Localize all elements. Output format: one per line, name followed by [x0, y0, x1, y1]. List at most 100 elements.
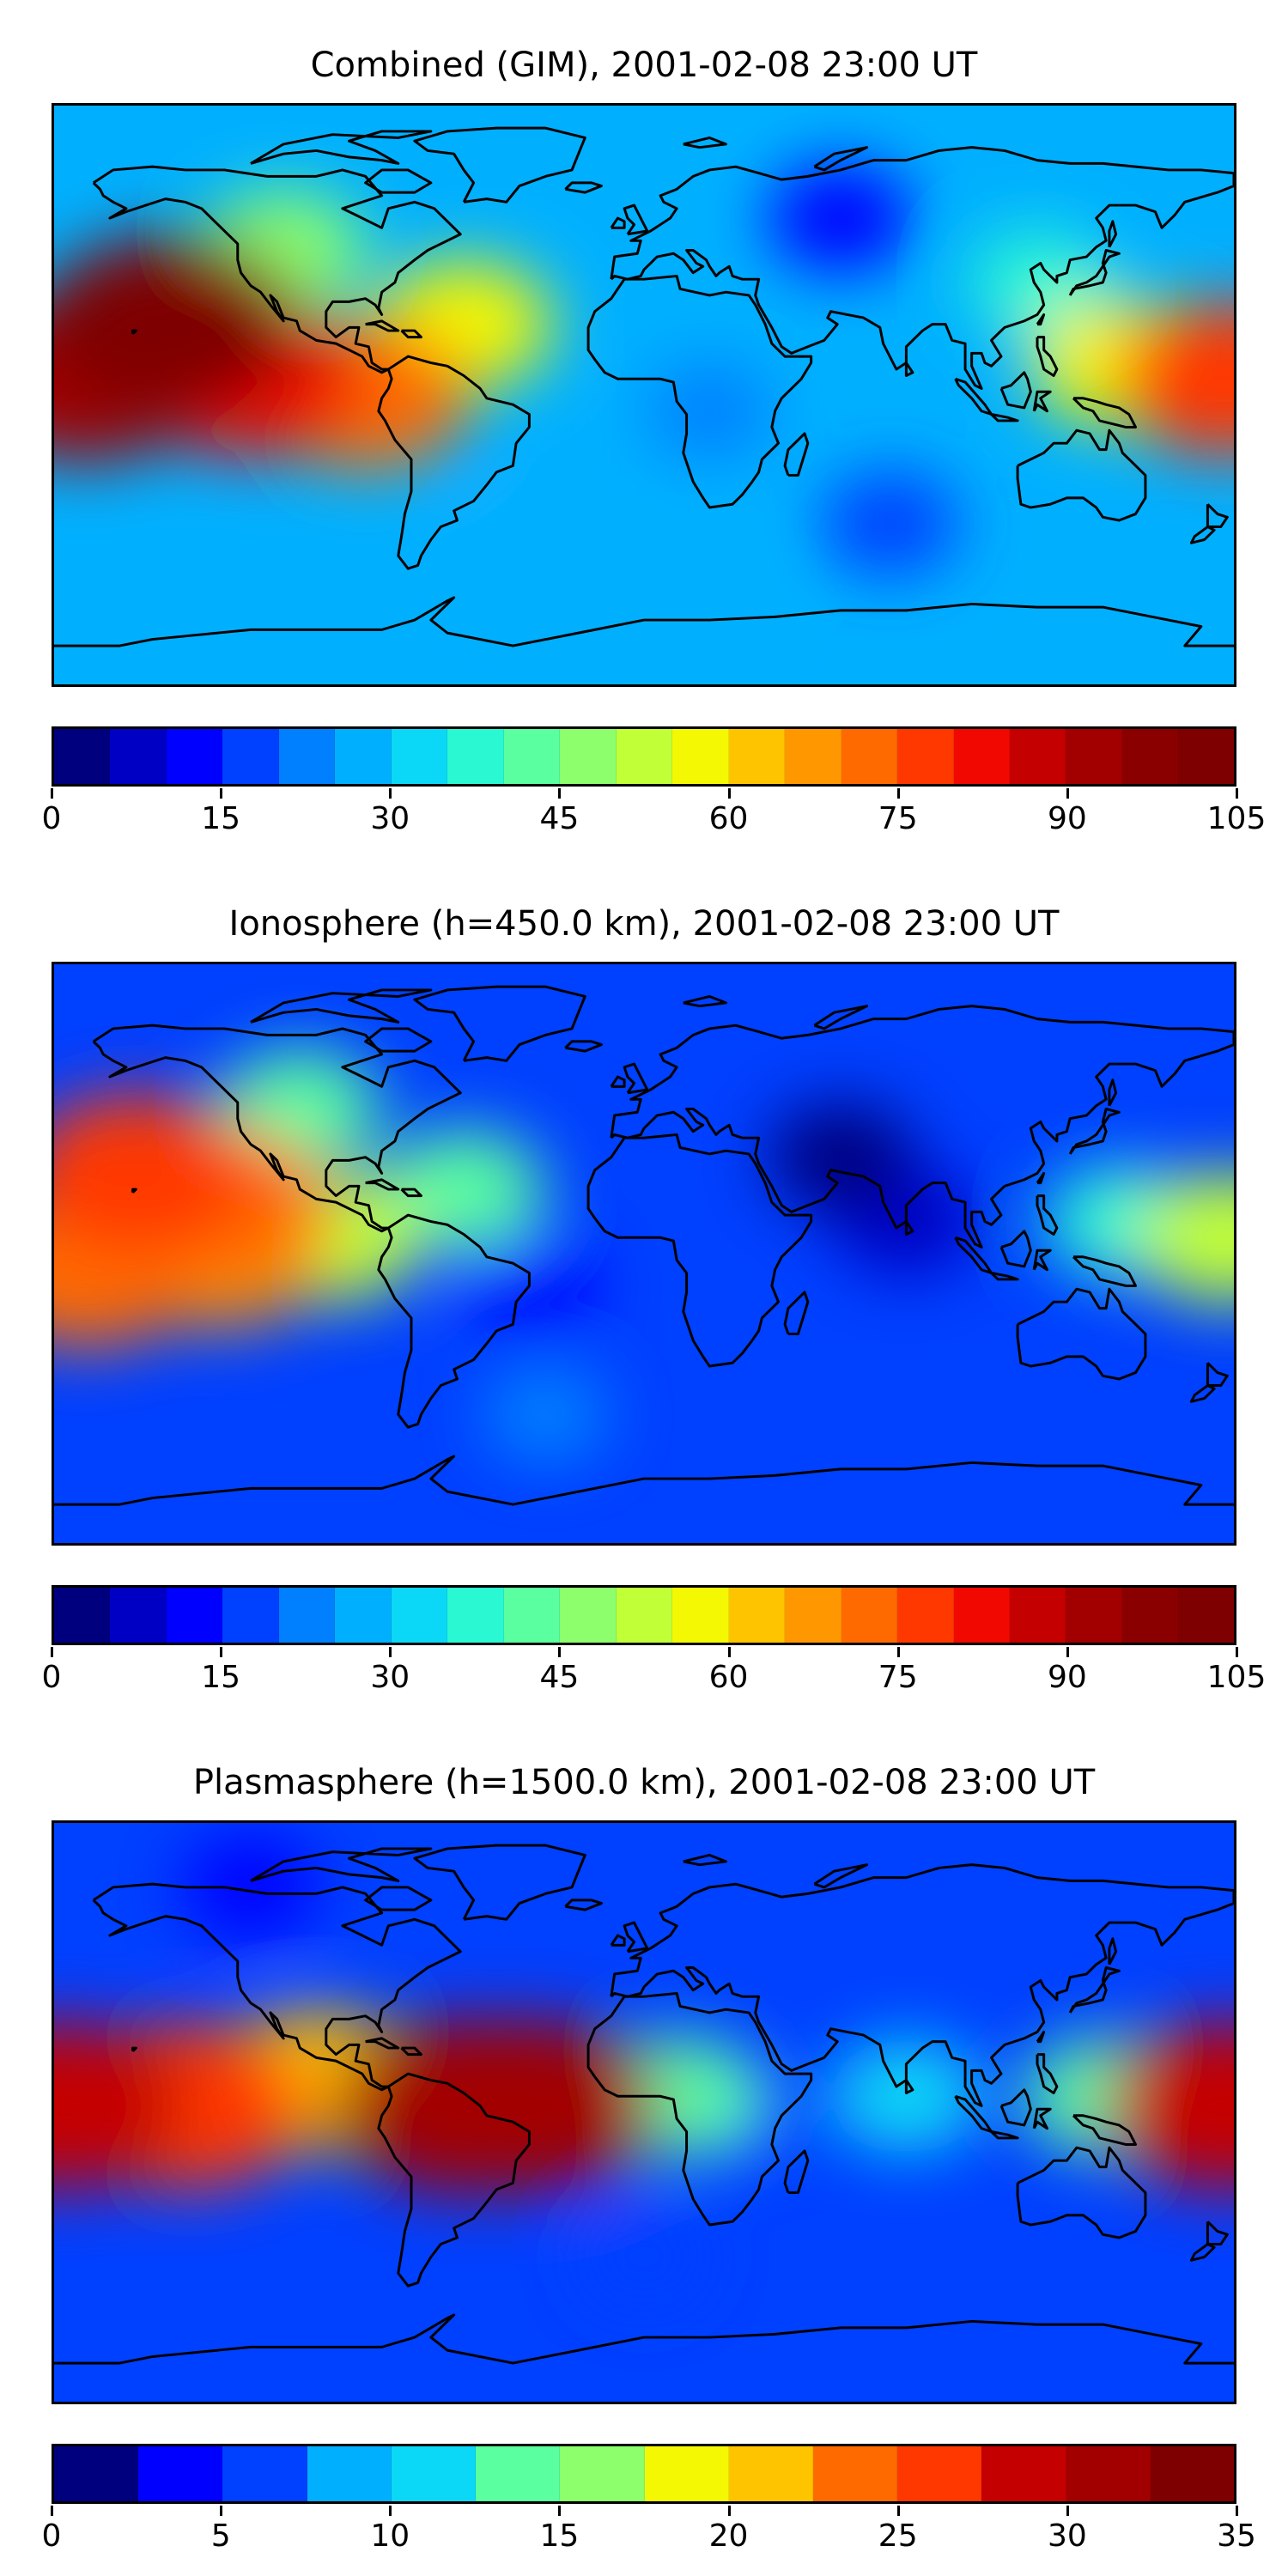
colorbar-tick-label: 90	[1016, 788, 1119, 836]
coastline	[413, 1844, 586, 1921]
coastline	[783, 1291, 810, 1336]
colorbar	[52, 2444, 1236, 2504]
map-frame	[52, 103, 1236, 687]
field-hotspot	[483, 507, 609, 605]
colorbar-level	[391, 1588, 448, 1643]
coastline	[400, 1188, 422, 1198]
colorbar-level	[503, 729, 561, 784]
coastline	[1016, 428, 1147, 522]
colorbar-level	[728, 1588, 786, 1643]
coastline	[131, 329, 137, 335]
coastlines	[54, 985, 1234, 1506]
coastline	[377, 1213, 531, 1429]
coastline	[1072, 1255, 1137, 1287]
colorbar-level	[1178, 729, 1234, 784]
colorbar-level	[54, 2446, 139, 2501]
chart-title: Ionosphere (h=450.0 km), 2001-02-08 23:0…	[228, 904, 1060, 944]
colorbar-tick-label: 10	[338, 2506, 441, 2554]
heatmap-map	[54, 106, 1234, 684]
coastline	[1108, 1078, 1118, 1107]
coastline	[990, 1272, 1019, 1281]
field-hotspot	[767, 1102, 914, 1212]
coastline	[683, 1853, 727, 1867]
colorbar-tick-label: 60	[677, 1647, 781, 1695]
colorbar-level	[616, 1588, 673, 1643]
colorbar-level	[560, 729, 617, 784]
colorbar-tick-label: 105	[1185, 788, 1288, 836]
coastlines	[54, 126, 1234, 647]
coastline	[365, 1178, 400, 1191]
map-frame	[52, 962, 1236, 1546]
colorbar-level	[560, 1588, 617, 1643]
colorbar-tick-label: 45	[507, 1647, 611, 1695]
coastline	[1206, 1362, 1229, 1388]
coastline	[250, 1847, 433, 1882]
coastline	[1068, 249, 1121, 296]
coastline	[1032, 390, 1052, 413]
coastline	[999, 371, 1032, 410]
colorbar	[52, 726, 1236, 787]
colorbar-level	[447, 1588, 504, 1643]
coastline	[683, 994, 727, 1008]
coastline	[999, 2088, 1032, 2127]
colorbar-level	[278, 1588, 336, 1643]
colorbar-level	[54, 1588, 111, 1643]
coastline	[1206, 503, 1229, 529]
coastline	[1068, 1108, 1121, 1155]
colorbar	[52, 1585, 1236, 1645]
coastline	[54, 2313, 1234, 2365]
coastline	[610, 1075, 626, 1088]
colorbar-level	[1121, 729, 1179, 784]
chart-title: Combined (GIM), 2001-02-08 23:00 UT	[310, 46, 978, 85]
field-hotspot	[1134, 1171, 1234, 1304]
coastline	[364, 168, 433, 194]
coastline	[813, 1863, 869, 1889]
coastline	[1189, 2243, 1216, 2262]
colorbar-tick-label: 15	[169, 788, 272, 836]
coastline	[954, 2094, 993, 2133]
coastline	[1036, 1171, 1046, 1185]
coastline	[1068, 1966, 1121, 2014]
colorbar-level	[476, 2446, 561, 2501]
colorbar-level	[307, 2446, 392, 2501]
field-hotspot	[54, 2021, 185, 2190]
coastline	[813, 1005, 869, 1030]
coastline	[904, 2079, 914, 2094]
coastline	[365, 2037, 400, 2050]
field-hotspot	[398, 2018, 660, 2194]
coastline	[610, 1934, 626, 1947]
colorbar-level	[110, 729, 167, 784]
chart-title: Plasmasphere (h=1500.0 km), 2001-02-08 2…	[192, 1763, 1096, 1802]
coastline	[1016, 1287, 1147, 1381]
map-frame	[52, 1820, 1236, 2404]
field-hotspot	[649, 541, 770, 635]
colorbar-tick-label: 30	[338, 1647, 441, 1695]
coastline	[1016, 2146, 1147, 2239]
colorbar-level	[335, 729, 392, 784]
field-hotspot	[647, 362, 773, 460]
colorbar-tick-label: 0	[0, 2506, 103, 2554]
coastline	[813, 146, 869, 172]
colorbar-level	[278, 729, 336, 784]
colorbar-tick-label: 45	[507, 788, 611, 836]
colorbar-tick-label: 0	[0, 1647, 103, 1695]
coastline	[623, 1062, 649, 1095]
coastline	[683, 136, 727, 149]
colorbar-level	[1150, 2446, 1235, 2501]
colorbar-level	[391, 2446, 477, 2501]
colorbar-level	[897, 729, 954, 784]
coastline	[1206, 2221, 1229, 2246]
colorbar-tick-label: 75	[847, 1647, 950, 1695]
colorbar-level	[841, 729, 898, 784]
coastline	[990, 2130, 1019, 2140]
coastline	[586, 1133, 813, 1368]
coastline	[1036, 2030, 1046, 2044]
colorbar-tick-label: 0	[0, 788, 103, 836]
coastline	[954, 1236, 993, 1274]
coastline	[131, 2046, 137, 2052]
coastline	[954, 377, 993, 416]
coastline	[1036, 336, 1059, 377]
field-hotspot	[584, 2209, 704, 2305]
coastline	[564, 1040, 603, 1053]
coastline	[904, 1220, 914, 1236]
